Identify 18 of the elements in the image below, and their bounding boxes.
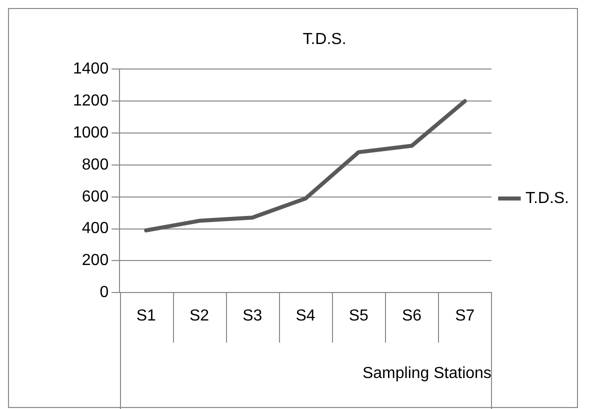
y-tick-label: 600 (82, 188, 109, 206)
y-tick-label: 800 (82, 156, 109, 174)
y-tick-label: 200 (82, 252, 109, 270)
y-tick-label: 1000 (73, 124, 109, 142)
x-tick-label: S6 (402, 308, 422, 325)
chart-title: T.D.S. (302, 31, 346, 48)
y-tick-label: 1200 (73, 92, 109, 110)
x-tick-label: S3 (242, 308, 262, 325)
legend-label: T.D.S. (525, 190, 569, 207)
x-tick-label: S7 (455, 308, 475, 325)
y-tick-label: 0 (100, 284, 109, 302)
x-tick-label: S5 (348, 308, 369, 325)
y-tick-label: 400 (82, 220, 109, 238)
y-tick-label: 1400 (73, 60, 109, 78)
x-tick-label: S1 (136, 308, 156, 325)
x-tick-label: S2 (189, 308, 210, 325)
x-tick-label: S4 (296, 308, 316, 325)
x-axis-title: Sampling Stations (362, 364, 492, 382)
